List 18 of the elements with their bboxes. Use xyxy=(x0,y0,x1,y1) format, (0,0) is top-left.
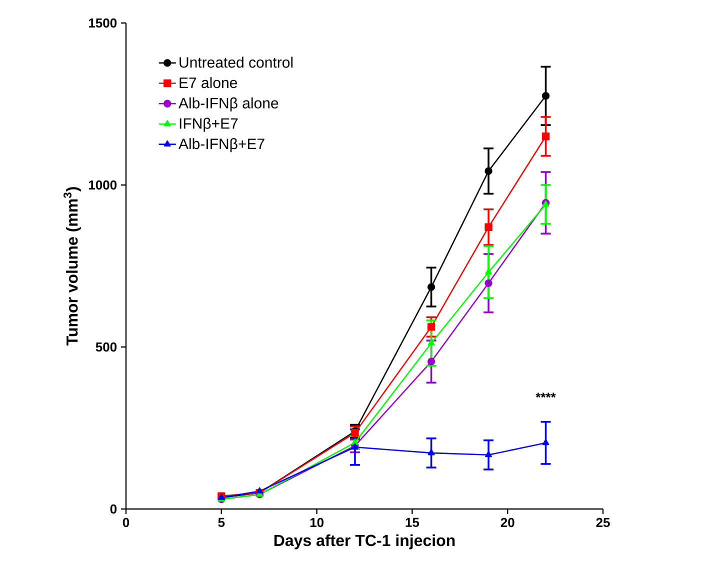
annotation: **** xyxy=(536,392,556,398)
x-tick-label: 5 xyxy=(218,518,225,527)
legend-label: E7 alone xyxy=(180,77,238,88)
x-tick-label: 10 xyxy=(310,518,324,528)
legend-label: Untreated control xyxy=(180,56,293,68)
y-axis-title: Tumor volume (mm$^{3}$) xyxy=(64,187,81,346)
y-tick-label: 1000 xyxy=(88,180,117,190)
y-tick-label: 500 xyxy=(96,342,117,352)
x-tick-label: 20 xyxy=(500,518,514,528)
x-axis-title: Days after TC-1 injecion xyxy=(274,534,455,550)
y-tick-label: 0 xyxy=(110,504,117,514)
x-tick-label: 0 xyxy=(122,518,130,528)
y-tick-label: 1500 xyxy=(88,18,117,28)
x-tick-label: 15 xyxy=(406,518,420,527)
legend-label: Alb-IFNβ alone xyxy=(178,97,278,112)
legend-label: IFNβ+E7 xyxy=(180,118,238,132)
legend-label: Alb-IFNβ+E7 xyxy=(178,138,264,152)
x-tick-label: 25 xyxy=(596,518,610,528)
